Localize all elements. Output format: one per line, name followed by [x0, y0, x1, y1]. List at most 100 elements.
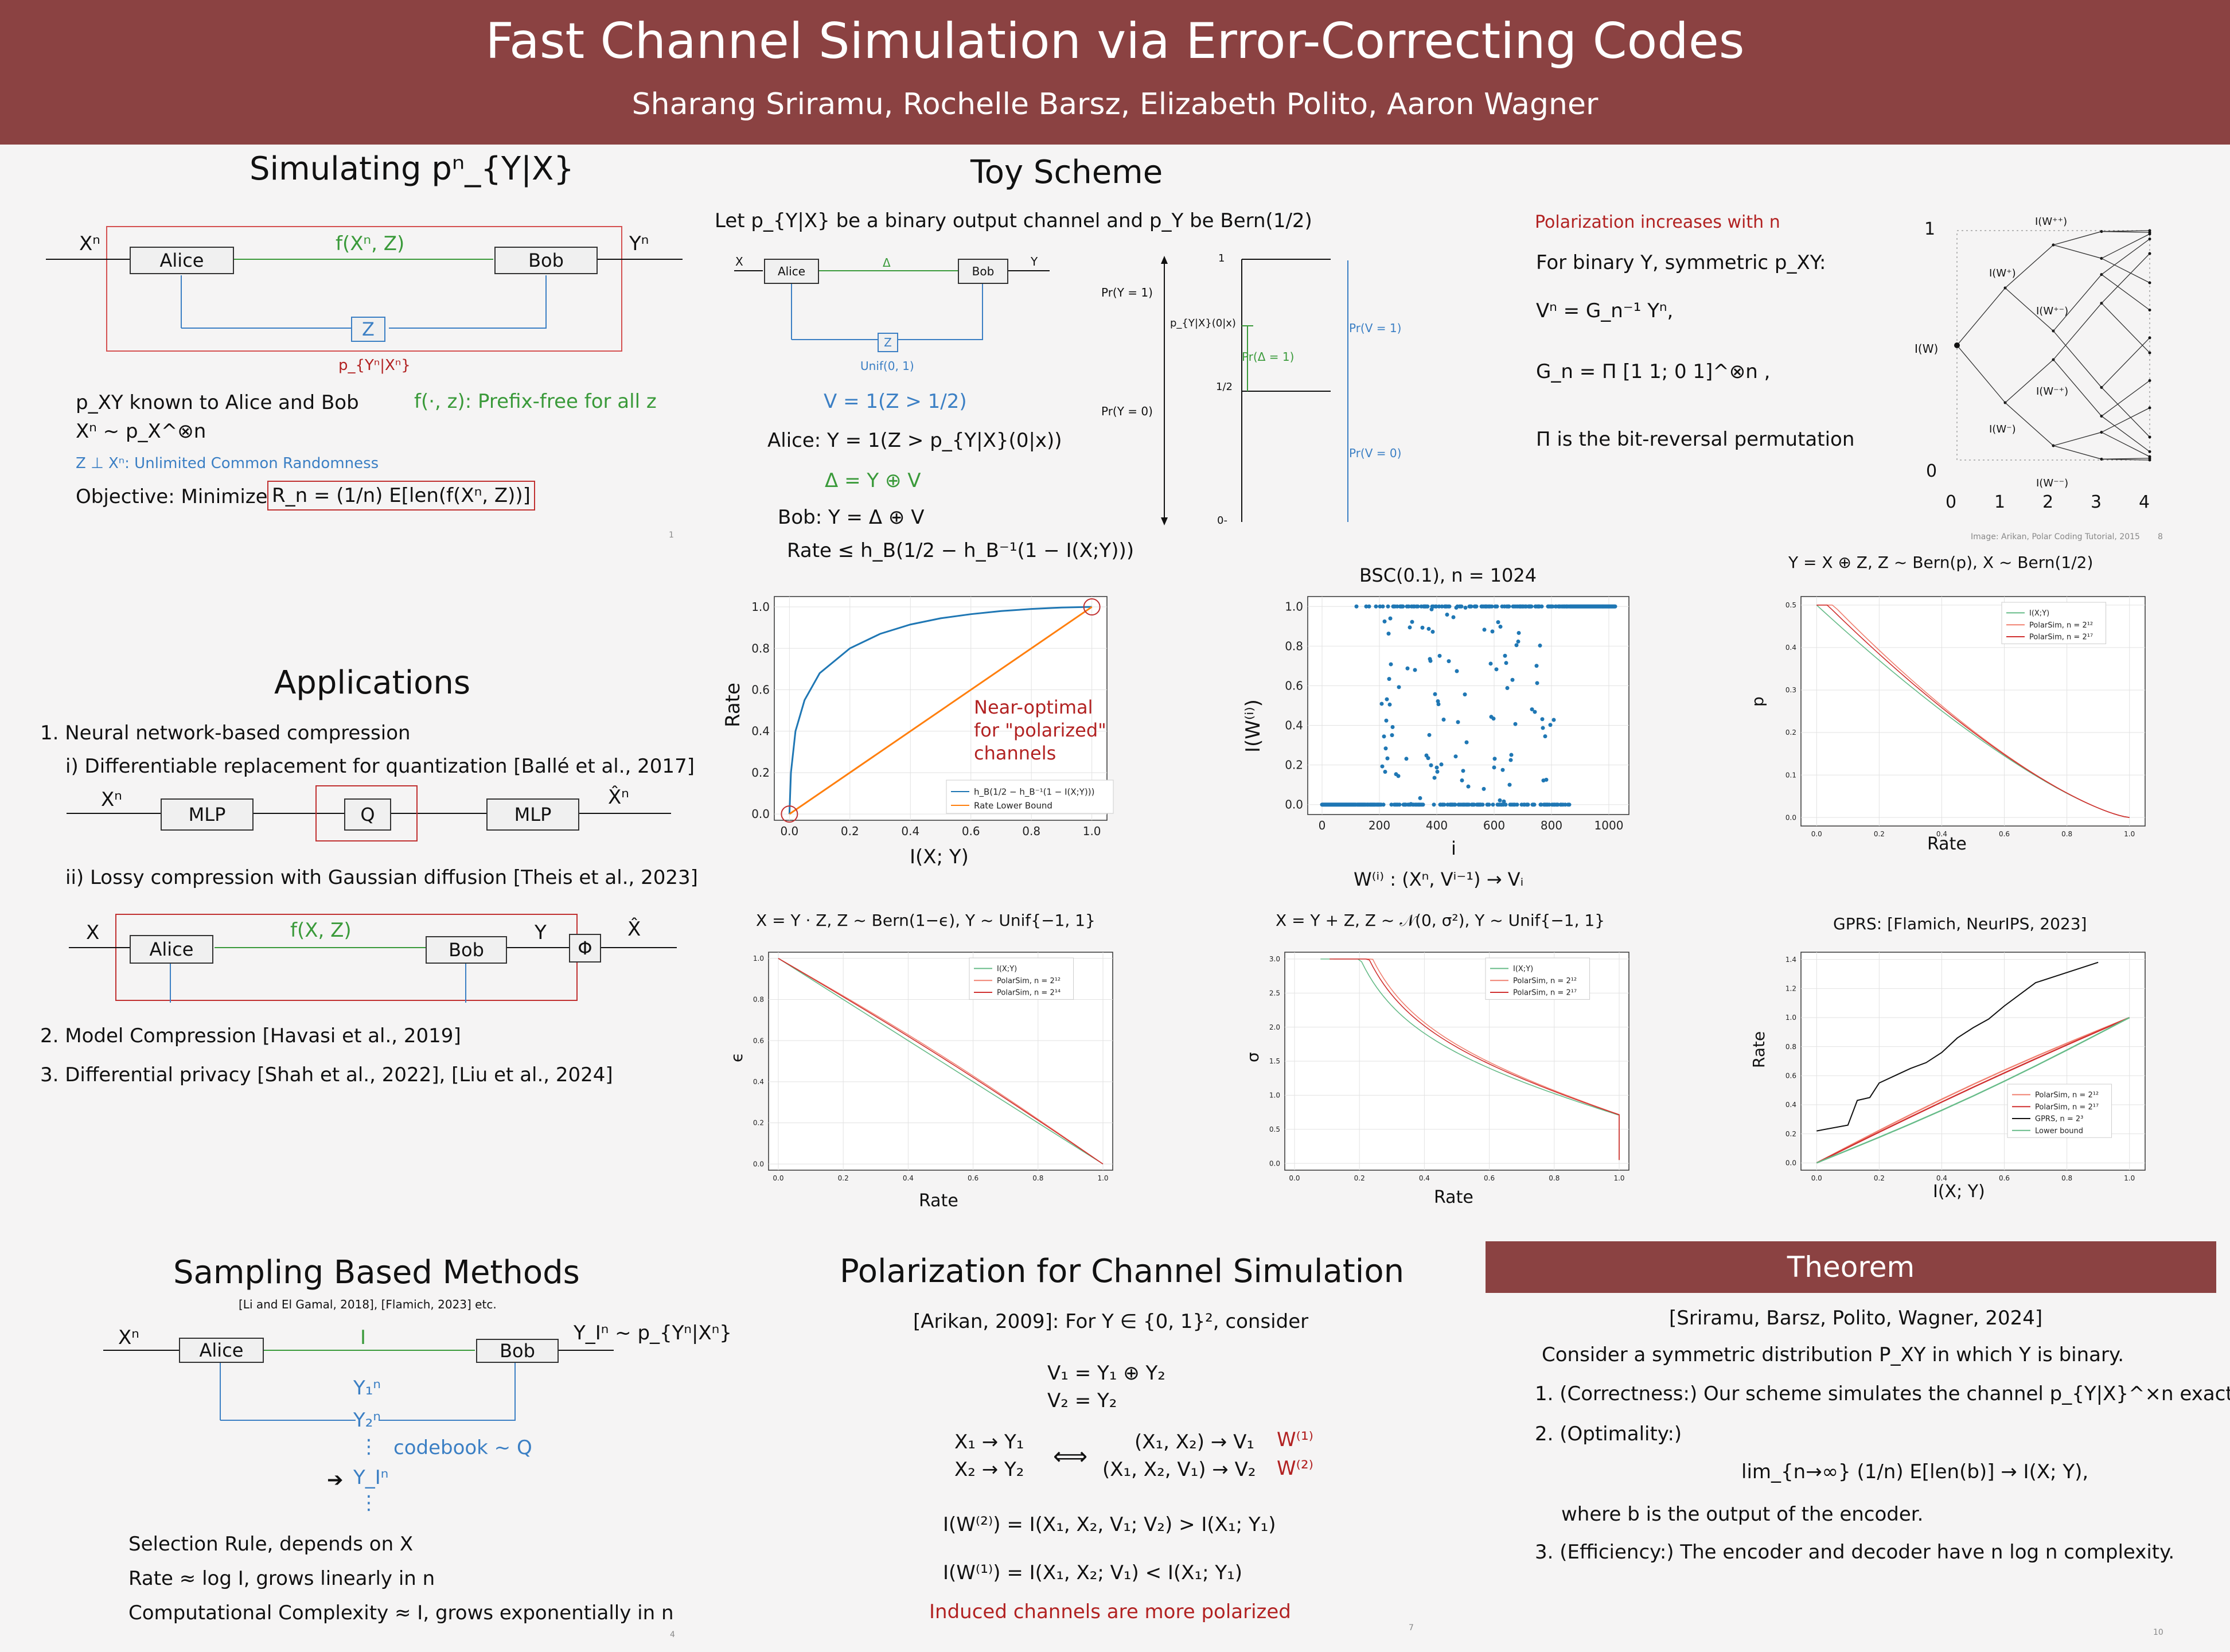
- scatter-point: [1434, 604, 1438, 609]
- scatter-point: [1543, 734, 1547, 739]
- toy-y-label: Y: [1031, 255, 1038, 268]
- scatter-point: [1532, 802, 1537, 807]
- scatter-point: [1551, 718, 1556, 722]
- scatter-point: [1420, 625, 1425, 630]
- scatter-point: [1563, 802, 1568, 807]
- scatter-point: [1472, 802, 1476, 807]
- legend-entry: PolarSim, n = 2¹⁷: [1513, 989, 1577, 998]
- y-tick-label: 0.4: [1785, 1101, 1796, 1109]
- y-tick-label: 1.0: [1285, 599, 1303, 613]
- tree-node: [2148, 308, 2151, 311]
- y-tick-label: 0.8: [751, 641, 770, 655]
- tree-edge: [2101, 233, 2150, 259]
- x-tick-label: 0.6: [962, 824, 980, 838]
- x-tick-label: 0.4: [903, 1174, 914, 1182]
- chart3-xlabel: Rate: [919, 1191, 958, 1211]
- scatter-point: [1383, 770, 1387, 774]
- legend-entry: PolarSim, n = 2¹²: [2035, 1091, 2099, 1100]
- y-tick-label: 0.0: [1785, 813, 1796, 821]
- scatter-point: [1498, 798, 1502, 802]
- sim-line-1: p_XY known to Alice and Bob: [76, 391, 359, 414]
- scatter-point: [1386, 604, 1390, 609]
- tree-node: [2148, 237, 2151, 241]
- y-tick-label: 0.0: [1285, 798, 1303, 812]
- scatter-point: [1397, 802, 1402, 807]
- scatter-point: [1544, 777, 1549, 782]
- apps-y-label: Y: [535, 921, 547, 944]
- scatter-point: [1541, 726, 1545, 730]
- x-tick-label: 0.4: [901, 824, 919, 838]
- tree-bounds: [1956, 230, 2150, 461]
- y-tick-label: 2.5: [1269, 989, 1280, 997]
- chart5-ylabel: Rate: [1749, 1031, 1768, 1068]
- scatter-point: [1383, 746, 1388, 751]
- toy-x-label: X: [735, 255, 743, 268]
- apps-xhatn-label: X̂ⁿ: [608, 786, 629, 809]
- tree-edge: [2101, 258, 2150, 283]
- scatter-point: [1539, 604, 1544, 609]
- x-tick-label: 0.6: [1999, 830, 2010, 838]
- chart0-annotation-1: Near-optimal: [974, 696, 1093, 718]
- toy-pr-v1: Pr(V = 1): [1349, 321, 1402, 335]
- sim-line-2: Xⁿ ~ p_X^⊗n: [76, 420, 206, 443]
- scatter-point: [1430, 629, 1435, 634]
- pcs-iff: ⟺: [1053, 1442, 1088, 1470]
- y-tick-label: 0.3: [1785, 686, 1796, 694]
- scatter-point: [1500, 767, 1505, 772]
- chart3-ylabel: ϵ: [727, 1052, 746, 1062]
- pcs-note: Induced channels are more polarized: [929, 1600, 1291, 1623]
- y-tick-label: 1.0: [1269, 1092, 1280, 1100]
- scatter-point: [1406, 604, 1411, 609]
- toy-tick-zero: 0-: [1217, 515, 1227, 527]
- chart2-ylabel: p: [1748, 696, 1767, 707]
- sim-line-1-right: f(·, z): Prefix-free for all z: [414, 390, 657, 413]
- toy-intro: Let p_{Y|X} be a binary output channel a…: [715, 209, 1312, 232]
- tree-edge: [2101, 387, 2150, 438]
- toy-z-box: Z: [878, 333, 898, 352]
- apps-xhat-label: X̂: [627, 918, 641, 941]
- scatter-point: [1410, 620, 1414, 624]
- chart-rate-vs-mi: 0.0 0.2 0.4 0.6 0.8 1.0 0.0 0.2 0.4 0.6 0.8 1.0 h_B(…: [751, 596, 1114, 838]
- scatter-point: [1498, 625, 1503, 629]
- scatter-point: [1482, 786, 1486, 791]
- tree-edge: [2053, 431, 2102, 446]
- theorem-page-number: 10: [2153, 1628, 2163, 1637]
- tree-edge: [2101, 231, 2150, 233]
- tree-node: [2148, 435, 2151, 439]
- scatter-point: [1482, 628, 1487, 632]
- pol-ytick-0: 0: [1926, 461, 1937, 481]
- scatter-point: [1460, 778, 1464, 783]
- series-line-0: [788, 606, 1092, 815]
- scatter-point: [1421, 802, 1425, 807]
- scatter-point: [1533, 710, 1537, 714]
- scatter-point: [1516, 639, 1521, 644]
- y-tick-label: 0.6: [1785, 1072, 1796, 1080]
- toy-alice-rule: Alice: Y = 1(Z > p_{Y|X}(0|x)): [767, 429, 1062, 452]
- y-tick-label: 0.4: [1285, 719, 1303, 733]
- chart-gaussian-rate: 0.0 0.2 0.4 0.6 0.8 1.0 0.0 0.5 1.0 1.5 2.0 2.5 3.0 I…: [1269, 952, 1629, 1182]
- pol-wlabel-mp: I(W⁻⁺): [2036, 385, 2069, 398]
- y-tick-label: 0.2: [1785, 728, 1796, 737]
- y-tick-label: 1.4: [1785, 956, 1796, 964]
- scatter-point: [1437, 604, 1441, 609]
- pol-xtick-3: 3: [2091, 492, 2102, 512]
- legend-entry: h_B(1/2 − h_B⁻¹(1 − I(X;Y))): [974, 786, 1094, 797]
- series-line-0: [1320, 959, 1620, 1160]
- x-tick-label: 200: [1369, 819, 1390, 832]
- scatter-point: [1526, 802, 1530, 807]
- scatter-point: [1436, 702, 1441, 707]
- tree-node: [2148, 406, 2151, 410]
- sim-objective: Objective: Minimize: [76, 485, 268, 508]
- toy-v-eq: V = 1(Z > 1/2): [824, 390, 967, 413]
- toy-tick-one: 1: [1218, 252, 1225, 264]
- scatter-point: [1503, 653, 1507, 658]
- apps-mlp-decoder-box: MLP: [486, 798, 579, 831]
- scatter-point: [1404, 757, 1409, 761]
- scatter-point: [1515, 802, 1519, 807]
- scatter-point: [1354, 604, 1359, 609]
- scatter-point: [1364, 604, 1369, 609]
- scatter-point: [1490, 604, 1494, 609]
- scatter-point: [1388, 616, 1393, 621]
- scatter-point: [1504, 661, 1508, 665]
- x-tick-label: 0.4: [1936, 830, 1947, 838]
